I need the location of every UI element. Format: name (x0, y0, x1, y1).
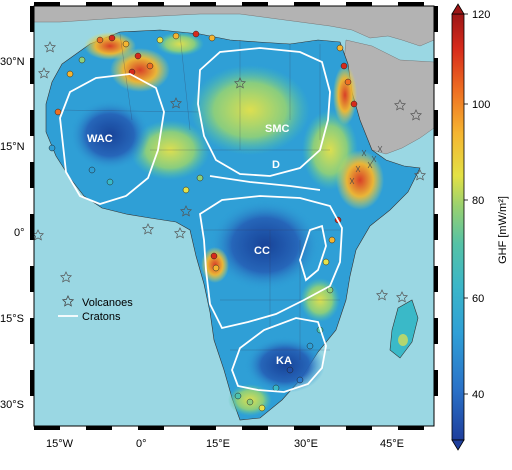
map-frame (30, 2, 438, 430)
rift-volcano-cluster (349, 145, 383, 185)
craton-smc (197, 47, 331, 177)
craton-wac (59, 73, 165, 205)
colorbar-gradient (451, 13, 465, 441)
colorbar-title: GHF [mW/m²] (497, 196, 509, 264)
madagascar-land (389, 299, 419, 359)
craton-tanzania (299, 224, 327, 282)
map-legend: Volcanoes Cratons (58, 295, 133, 323)
craton-outlines (59, 47, 343, 393)
volcano-legend-icon (61, 295, 75, 307)
colorbar-bottom-arrow (451, 439, 465, 451)
x-tick-label: 0° (136, 438, 147, 450)
craton-label-smc: SMC (265, 123, 290, 135)
legend-cratons: Cratons (82, 311, 121, 323)
x-tick-label: 45°E (380, 438, 404, 450)
volcano-markers (34, 41, 427, 303)
colorbar-tick: 100 (472, 99, 490, 111)
x-axis-labels: 15°W 0° 15°E 30°E 45°E (46, 438, 404, 450)
craton-d-edge (209, 175, 321, 191)
x-tick-label: 15°E (206, 438, 230, 450)
legend-volcanoes: Volcanoes (82, 297, 133, 309)
colorbar-top-arrow (451, 3, 465, 15)
x-tick-label: 30°E (294, 438, 318, 450)
y-axis-labels: 30°N 15°N 0° 15°S 30°S (0, 56, 25, 411)
y-tick-label: 0° (14, 227, 25, 239)
y-tick-label: 30°N (0, 56, 25, 68)
craton-label-cc: CC (254, 245, 270, 257)
colorbar-tick: 60 (472, 293, 484, 305)
europe-land (34, 6, 434, 47)
y-tick-label: 15°N (0, 141, 25, 153)
y-tick-label: 15°S (0, 313, 24, 325)
ghf-patches (70, 32, 384, 416)
craton-cc (199, 195, 343, 330)
craton-ka (231, 317, 327, 393)
y-tick-label: 30°S (0, 399, 24, 411)
colorbar-tick: 80 (472, 195, 484, 207)
craton-label-ka: KA (276, 355, 292, 367)
colorbar-tick: 120 (472, 9, 490, 21)
map-panel: WAC SMC D CC KA Volcanoes Cratons (34, 6, 434, 426)
colorbar: 120 100 80 60 40 GHF [mW/m²] (451, 3, 509, 451)
craton-label-wac: WAC (87, 133, 113, 145)
colorbar-tick: 40 (472, 389, 484, 401)
x-tick-label: 15°W (46, 438, 74, 450)
craton-label-d: D (272, 159, 280, 171)
